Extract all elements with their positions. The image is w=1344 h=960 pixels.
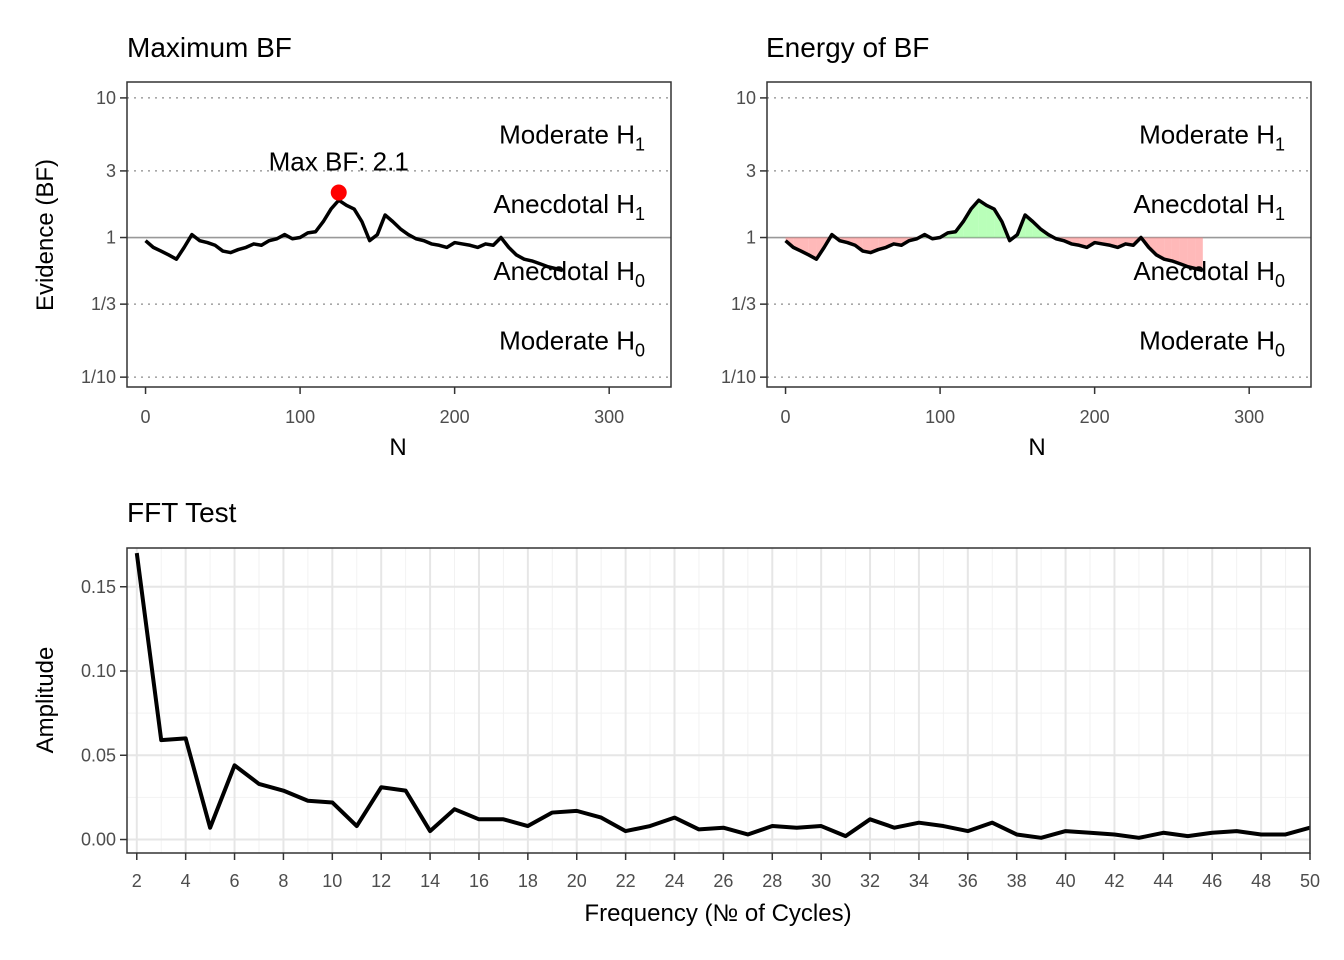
energy-area-below [1187, 237, 1196, 269]
y-axis-label: Amplitude [32, 647, 59, 754]
panel-max-bf: Maximum BF Moderate H1 Anecdotal H1 Anecdo… [32, 32, 672, 461]
energy-area-below [1148, 237, 1157, 255]
panel-title: FFT Test [127, 497, 237, 528]
x-axis-label: N [389, 434, 406, 461]
x-tick-label: 0 [781, 407, 791, 427]
y-tick-label: 1/3 [91, 294, 116, 314]
panel-fft: FFT Test 2 4 6 8 10 12 14 16 18 20 22 24 26 28 30 32 34 3… [32, 497, 1320, 927]
energy-area-above [963, 209, 971, 238]
x-tick-label: 26 [713, 871, 733, 891]
x-tick-label: 46 [1202, 871, 1222, 891]
evidence-zone-label: Moderate H0 [499, 326, 645, 361]
x-tick-label: 200 [1080, 407, 1110, 427]
y-tick-label: 3 [106, 161, 116, 181]
bf-series-line [144, 198, 564, 273]
x-tick-label: 24 [664, 871, 684, 891]
max-bf-point [330, 184, 347, 201]
x-tick-label: 18 [518, 871, 538, 891]
evidence-zone-label: Moderate H1 [1139, 119, 1285, 154]
panel-title: Energy of BF [766, 32, 929, 63]
y-tick-label: 0.05 [81, 745, 116, 765]
energy-area-above [971, 200, 979, 238]
energy-area-above [994, 209, 1002, 238]
evidence-zone-label: Anecdotal H1 [1133, 189, 1285, 224]
evidence-zone-label: Anecdotal H1 [493, 189, 645, 224]
energy-area-above [986, 205, 995, 238]
y-tick-label: 0.00 [81, 830, 116, 850]
evidence-zone-label: Anecdotal H0 [493, 256, 645, 291]
x-tick-label: 34 [909, 871, 929, 891]
energy-area-below [1171, 237, 1180, 264]
y-tick-label: 3 [746, 161, 756, 181]
x-tick-label: 42 [1104, 871, 1124, 891]
y-tick-label: 10 [96, 88, 116, 108]
y-tick-label: 0.15 [81, 577, 116, 597]
x-tick-label: 100 [285, 407, 315, 427]
x-tick-label: 6 [230, 871, 240, 891]
x-tick-label: 2 [132, 871, 142, 891]
x-tick-label: 4 [181, 871, 191, 891]
y-tick-label: 1/3 [731, 294, 756, 314]
x-tick-label: 30 [811, 871, 831, 891]
panel-title: Maximum BF [127, 32, 292, 63]
energy-area-below [862, 237, 871, 253]
panel-energy-bf: Energy of BF Moderate H1 Anecdotal H1 Anec… [721, 32, 1312, 461]
x-tick-label: 10 [322, 871, 342, 891]
x-tick-label: 300 [594, 407, 624, 427]
x-tick-label: 12 [371, 871, 391, 891]
y-tick-label: 1/10 [81, 367, 116, 387]
x-tick-label: 28 [762, 871, 782, 891]
energy-area-below [1179, 237, 1188, 267]
x-tick-label: 8 [278, 871, 288, 891]
x-tick-label: 300 [1234, 407, 1264, 427]
panel-frame [126, 547, 1311, 854]
evidence-zone-label: Moderate H1 [499, 119, 645, 154]
panel-frame [766, 81, 1312, 388]
y-tick-label: 0.10 [81, 661, 116, 681]
y-tick-label: 10 [736, 88, 756, 108]
x-tick-label: 100 [925, 407, 955, 427]
y-axis-label: Evidence (BF) [32, 159, 59, 311]
energy-area-below [1164, 237, 1172, 261]
fft-amplitude-line [134, 552, 1310, 840]
max-bf-annotation: Max BF: 2.1 [269, 147, 409, 177]
energy-area-below [1156, 237, 1165, 260]
energy-area-below [808, 237, 817, 260]
x-axis-label: N [1028, 434, 1045, 461]
evidence-zone-label: Anecdotal H0 [1133, 256, 1285, 291]
x-tick-label: 32 [860, 871, 880, 891]
x-tick-label: 16 [469, 871, 489, 891]
x-axis-label: Frequency (№ of Cycles) [584, 900, 851, 927]
evidence-zone-label: Moderate H0 [1139, 326, 1285, 361]
x-tick-label: 40 [1056, 871, 1076, 891]
x-tick-label: 20 [567, 871, 587, 891]
panel-frame [126, 81, 672, 388]
x-tick-label: 200 [440, 407, 470, 427]
energy-area-below [1195, 237, 1203, 271]
y-tick-label: 1 [106, 228, 116, 248]
bf-series-line [784, 198, 1204, 273]
x-tick-label: 0 [141, 407, 151, 427]
x-tick-label: 38 [1007, 871, 1027, 891]
x-tick-label: 50 [1300, 871, 1320, 891]
x-tick-label: 22 [616, 871, 636, 891]
y-tick-label: 1/10 [721, 367, 756, 387]
x-tick-label: 14 [420, 871, 440, 891]
x-tick-label: 44 [1153, 871, 1173, 891]
x-tick-label: 48 [1251, 871, 1271, 891]
x-tick-label: 36 [958, 871, 978, 891]
y-tick-label: 1 [746, 228, 756, 248]
energy-area-above [978, 200, 987, 238]
